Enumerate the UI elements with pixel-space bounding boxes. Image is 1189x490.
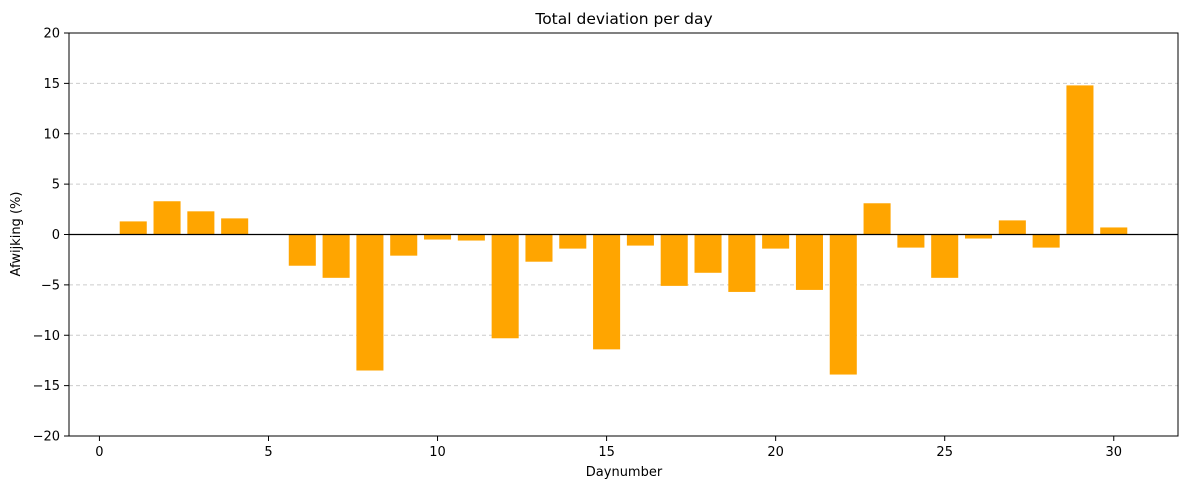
bar	[390, 234, 418, 256]
bar	[863, 203, 891, 235]
y-tick-label: −20	[33, 430, 60, 445]
bar	[1100, 227, 1128, 235]
x-axis-ticks: 0 5 10 15 20 25 30	[95, 436, 1122, 460]
x-axis-title: Daynumber	[586, 465, 663, 480]
bar	[931, 234, 959, 278]
bar	[998, 220, 1026, 235]
x-tick-label: 10	[429, 445, 446, 460]
bar	[559, 234, 587, 249]
y-axis-title: Afwijking (%)	[9, 192, 24, 277]
bar	[626, 234, 654, 246]
x-tick-label: 30	[1105, 445, 1122, 460]
bar	[829, 234, 857, 375]
bar	[593, 234, 621, 350]
bar	[356, 234, 384, 371]
bar	[694, 234, 722, 273]
bar	[728, 234, 756, 292]
bar	[153, 201, 181, 235]
bar	[119, 221, 147, 235]
x-tick-label: 15	[598, 445, 615, 460]
bar	[424, 234, 452, 240]
x-tick-label: 0	[95, 445, 103, 460]
x-tick-label: 5	[264, 445, 272, 460]
y-tick-label: 20	[43, 27, 60, 42]
bar	[964, 234, 993, 239]
bar	[187, 211, 215, 235]
bar	[762, 234, 790, 249]
bar	[288, 234, 316, 266]
y-tick-label: −15	[33, 379, 60, 394]
bar	[660, 234, 688, 286]
chart-title: Total deviation per day	[534, 10, 712, 28]
bar	[795, 234, 823, 290]
bar	[1032, 234, 1060, 248]
y-tick-label: 5	[52, 178, 60, 193]
y-tick-label: −5	[41, 278, 60, 293]
y-tick-label: −10	[33, 329, 60, 344]
y-tick-label: 0	[52, 228, 60, 243]
y-tick-label: 15	[43, 77, 60, 92]
bar	[322, 234, 350, 278]
x-tick-label: 20	[767, 445, 784, 460]
bar	[457, 234, 485, 241]
y-tick-label: 10	[43, 127, 60, 142]
bars	[119, 85, 1128, 375]
bar	[491, 234, 519, 339]
bar	[897, 234, 925, 248]
bar	[1066, 85, 1094, 235]
x-tick-label: 25	[936, 445, 953, 460]
bar	[221, 218, 249, 235]
y-axis-ticks: −20 −15 −10 −5 0 5 10 15 20	[33, 27, 69, 445]
bar	[525, 234, 553, 262]
